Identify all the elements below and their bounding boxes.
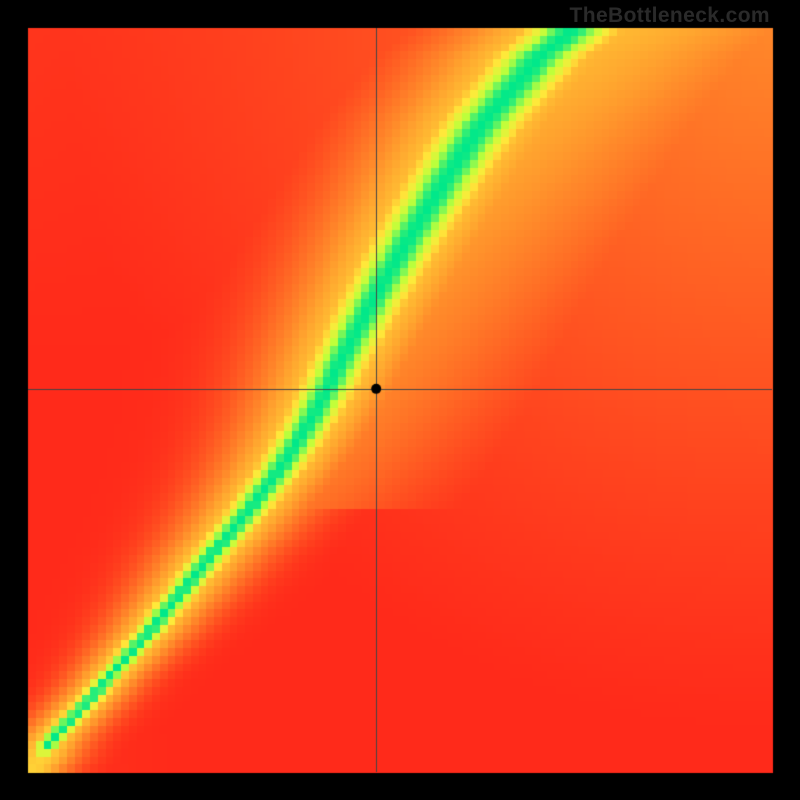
watermark-text: TheBottleneck.com: [569, 4, 770, 28]
heatmap-canvas: [0, 0, 800, 800]
chart-stage: TheBottleneck.com: [0, 0, 800, 800]
